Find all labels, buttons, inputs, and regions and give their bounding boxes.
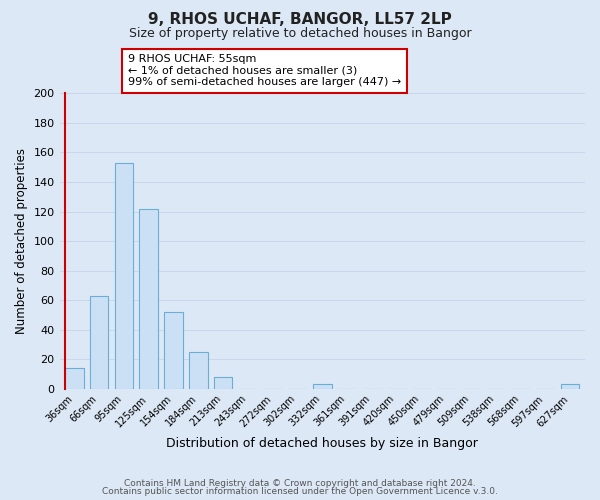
Text: 9, RHOS UCHAF, BANGOR, LL57 2LP: 9, RHOS UCHAF, BANGOR, LL57 2LP [148, 12, 452, 28]
Bar [313, 384, 332, 389]
Bar [115, 163, 133, 389]
Bar [65, 368, 84, 389]
Text: 9 RHOS UCHAF: 55sqm
← 1% of detached houses are smaller (3)
99% of semi-detached: 9 RHOS UCHAF: 55sqm ← 1% of detached hou… [128, 54, 401, 88]
Bar [90, 296, 109, 389]
Bar [164, 312, 183, 389]
Bar [561, 384, 580, 389]
X-axis label: Distribution of detached houses by size in Bangor: Distribution of detached houses by size … [166, 437, 478, 450]
Bar [139, 208, 158, 389]
Bar [214, 377, 232, 389]
Text: Contains public sector information licensed under the Open Government Licence v.: Contains public sector information licen… [102, 487, 498, 496]
Bar [189, 352, 208, 389]
Text: Size of property relative to detached houses in Bangor: Size of property relative to detached ho… [128, 28, 472, 40]
Text: Contains HM Land Registry data © Crown copyright and database right 2024.: Contains HM Land Registry data © Crown c… [124, 478, 476, 488]
Y-axis label: Number of detached properties: Number of detached properties [15, 148, 28, 334]
